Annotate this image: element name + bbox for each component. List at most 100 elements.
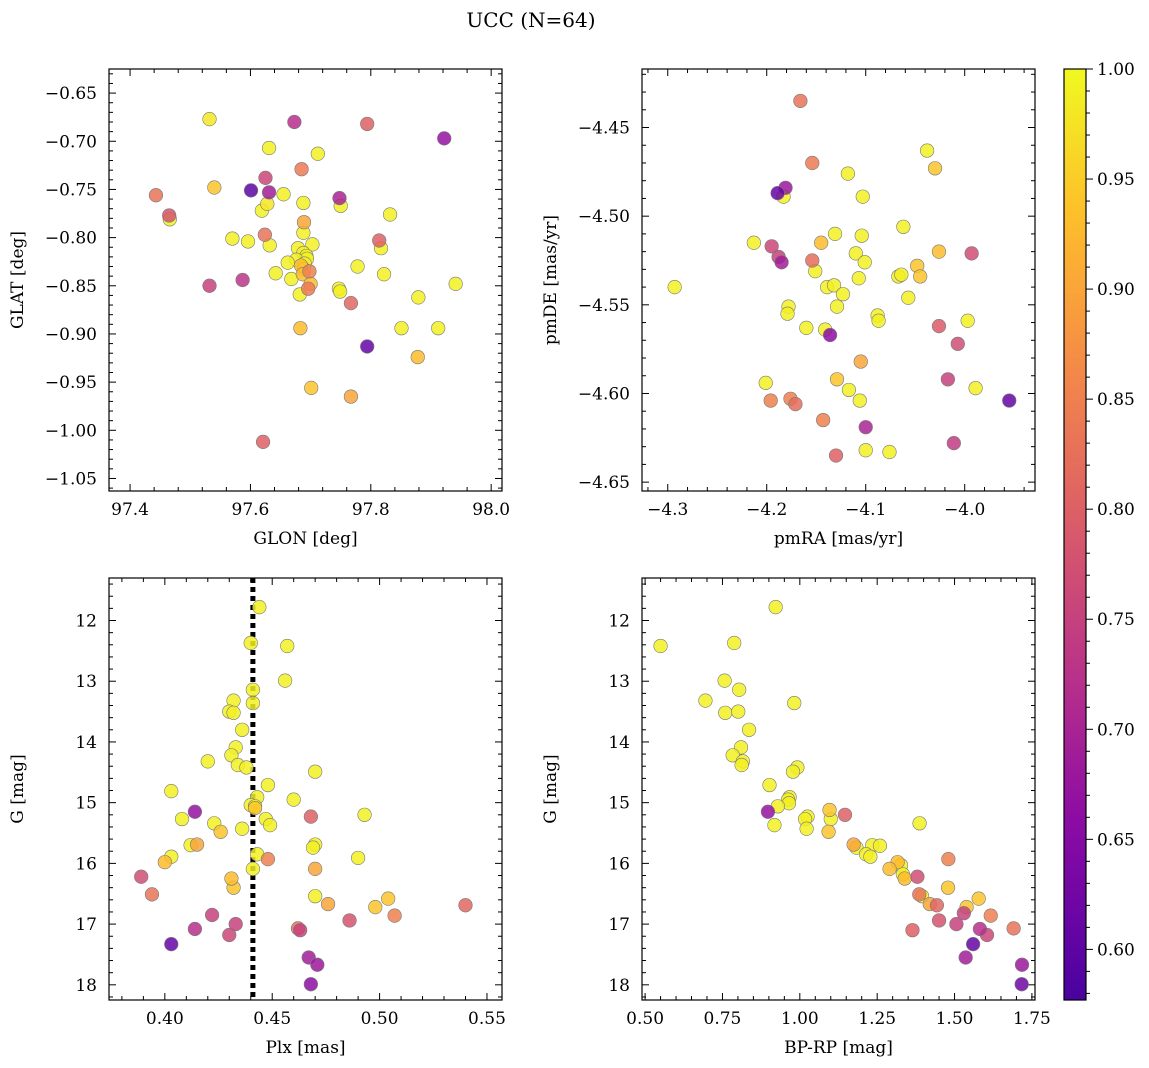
data-point (213, 824, 228, 839)
data-point (303, 809, 318, 824)
data-point (805, 155, 820, 171)
data-point (293, 923, 308, 938)
data-point (342, 913, 357, 928)
x-tick-label: −4.2 (746, 500, 787, 520)
y-tick-label: −4.60 (578, 384, 630, 404)
data-point (882, 861, 897, 876)
y-tick-label: −0.85 (45, 277, 97, 297)
data-point (164, 937, 179, 952)
data-point (919, 143, 935, 158)
data-point (927, 161, 943, 176)
data-point (187, 921, 203, 937)
y-tick-label: −0.70 (45, 132, 97, 152)
data-point (972, 921, 988, 937)
x-tick-label: 0.75 (704, 1009, 742, 1029)
data-point (303, 977, 318, 992)
data-point (774, 255, 789, 270)
data-point (1014, 957, 1030, 972)
x-tick-label: 97.4 (111, 500, 149, 520)
data-point (204, 907, 220, 923)
data-point (929, 898, 945, 913)
data-point (207, 180, 222, 195)
figure-title: UCC (N=64) (466, 8, 595, 32)
data-point (360, 116, 375, 132)
x-tick-label: 1.00 (781, 1009, 819, 1029)
data-point (732, 682, 747, 697)
data-point (144, 887, 160, 902)
data-point (258, 170, 273, 185)
y-tick-label: −0.95 (45, 373, 97, 393)
data-point (305, 840, 321, 855)
data-point (762, 777, 777, 793)
data-point (305, 237, 320, 252)
data-point (368, 899, 383, 915)
data-point (841, 382, 856, 398)
x-tick-label: 0.55 (468, 1009, 506, 1029)
y-tick-label: 13 (75, 672, 97, 692)
axes-frame (108, 68, 503, 492)
x-axis-label: BP-RP [mag] (784, 1038, 893, 1058)
data-point (252, 600, 267, 615)
y-tick-label: −0.65 (45, 84, 97, 104)
data-point (931, 319, 947, 334)
data-point (287, 114, 302, 130)
data-point (966, 937, 981, 952)
data-point (780, 306, 795, 321)
y-tick-label: 14 (75, 733, 97, 753)
data-point (940, 880, 956, 895)
data-point (846, 837, 861, 852)
data-point (940, 372, 955, 387)
data-point (202, 278, 217, 293)
data-point (222, 927, 237, 943)
data-point (372, 233, 387, 248)
data-point (260, 852, 276, 867)
data-point (912, 887, 927, 902)
data-point (164, 784, 179, 799)
data-point (394, 321, 409, 336)
data-point (262, 818, 278, 833)
data-point (964, 246, 979, 261)
colorbar-gradient (1064, 69, 1086, 1000)
data-point (437, 131, 452, 146)
y-tick-label: 18 (75, 976, 97, 996)
data-point (1002, 393, 1017, 408)
y-axis-label: pmDE [mas/yr] (541, 215, 561, 345)
data-point (960, 313, 975, 328)
data-point (826, 278, 842, 293)
data-point (202, 112, 217, 127)
data-point (848, 246, 863, 261)
data-point (296, 215, 312, 230)
data-point (243, 635, 258, 651)
data-point (235, 821, 250, 836)
data-point (1006, 921, 1021, 936)
data-point (840, 166, 856, 181)
data-point (360, 339, 375, 354)
data-point (332, 191, 347, 206)
data-point (667, 279, 682, 295)
data-point (235, 722, 250, 737)
data-point (387, 908, 402, 923)
data-point (746, 235, 761, 250)
data-point (293, 321, 308, 336)
data-point (226, 705, 241, 720)
data-point (872, 838, 888, 853)
panel-2: −4.3 −4.2 −4.1 −4.0 −4.45 −4.50 −4.55 −4.60 −4.6… (541, 68, 1036, 549)
y-tick-label: −0.90 (45, 325, 97, 345)
x-tick-label: 98.0 (472, 500, 510, 520)
data-point (148, 188, 164, 203)
y-tick-label: −0.80 (45, 229, 97, 249)
data-point (822, 327, 838, 343)
x-tick-label: 0.45 (253, 1009, 291, 1029)
data-point (235, 272, 250, 288)
colorbar-tick-label: 0.85 (1097, 390, 1135, 410)
x-tick-label: 1.25 (858, 1009, 896, 1029)
data-point (410, 349, 425, 365)
x-tick-label: 97.6 (232, 500, 270, 520)
data-point (431, 321, 446, 336)
x-tick-label: 97.8 (352, 500, 390, 520)
ticks (109, 578, 502, 1000)
colorbar: 0.60 0.65 0.70 0.75 0.80 0.85 0.90 0.95 1.00 (1063, 60, 1135, 1001)
data-point (950, 336, 965, 351)
y-tick-label: 15 (608, 794, 630, 814)
